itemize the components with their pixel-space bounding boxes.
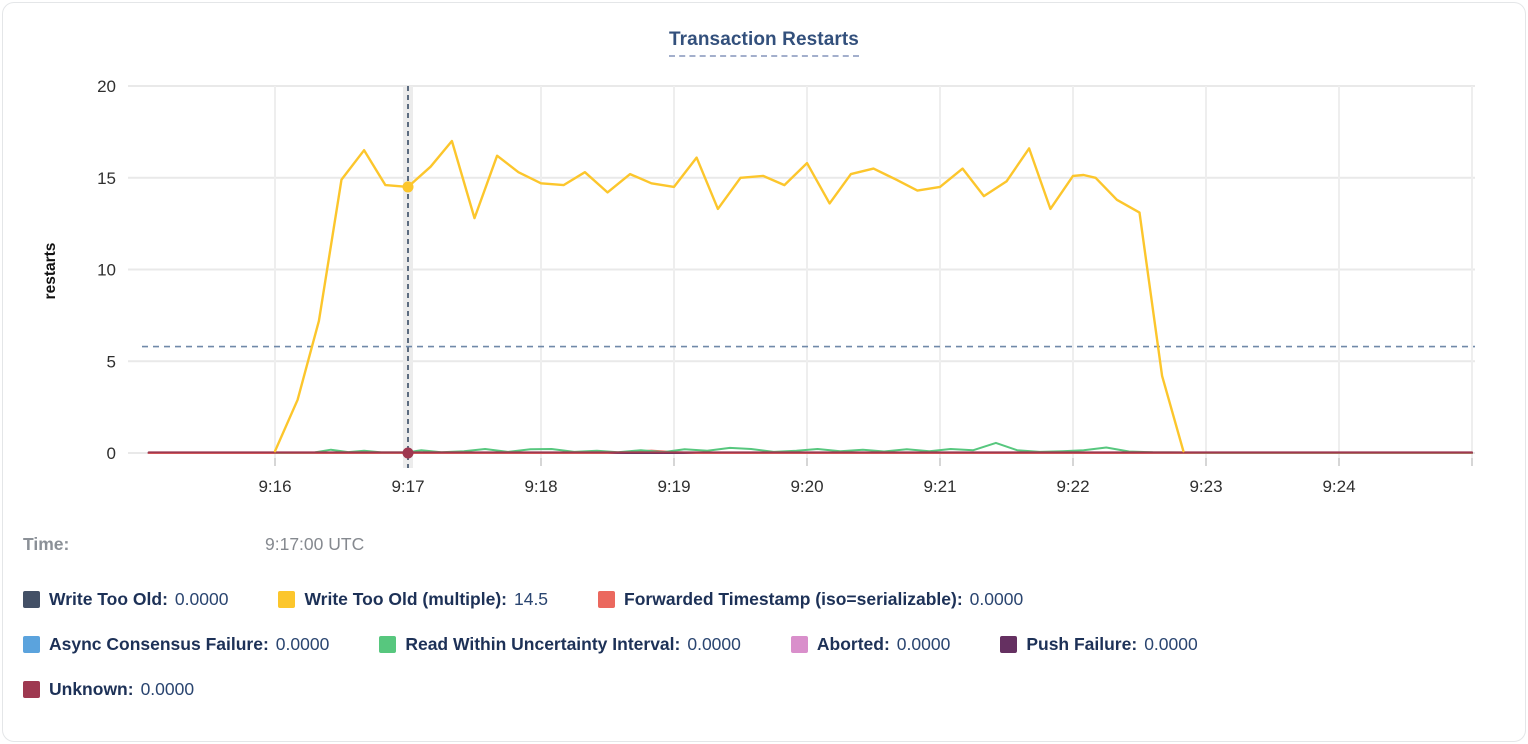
legend-swatch-icon — [379, 636, 397, 653]
legend-swatch-icon — [23, 636, 40, 653]
x-tick-label: 9:16 — [258, 477, 291, 496]
legend-item-label: Write Too Old: — [49, 589, 168, 609]
legend-item-value: 0.0000 — [140, 679, 195, 699]
y-axis-label: restarts — [42, 243, 59, 300]
crosshair-highlight-dot — [402, 181, 414, 193]
legend-swatch-icon — [1000, 636, 1018, 653]
legend-item[interactable]: Forwarded Timestamp (iso=serializable): 0… — [598, 589, 1023, 610]
legend-row: Unknown: 0.0000 — [23, 679, 1507, 700]
y-tick-label: 20 — [97, 77, 116, 96]
series-line-read-within-uncertainty-interval — [274, 441, 1473, 454]
y-tick-label: 0 — [107, 444, 116, 463]
legend-item-value: 0.0000 — [896, 634, 951, 654]
legend-item-label: Forwarded Timestamp (iso=serializable): — [624, 589, 963, 609]
legend-item-label: Aborted: — [816, 634, 890, 654]
x-tick-label: 9:23 — [1189, 477, 1222, 496]
x-tick-label: 9:22 — [1056, 477, 1089, 496]
legend-item[interactable]: Aborted: 0.0000 — [790, 634, 951, 655]
legend-item[interactable]: Async Consensus Failure: 0.0000 — [23, 634, 329, 655]
legend-swatch-icon — [598, 591, 616, 608]
legend-item[interactable]: Write Too Old: 0.0000 — [23, 589, 228, 610]
x-tick-label: 9:20 — [790, 477, 823, 496]
chart-title: Transaction Restarts — [669, 29, 859, 57]
legend-item[interactable]: Unknown: 0.0000 — [23, 679, 194, 700]
legend-item-value: 0.0000 — [174, 589, 229, 609]
chart-legend: Write Too Old: 0.0000 Write Too Old (multi… — [23, 589, 1507, 724]
y-tick-label: 15 — [97, 169, 116, 188]
y-tick-label: 10 — [97, 261, 116, 280]
time-value: 9:17:00 UTC — [265, 534, 365, 554]
legend-item-value: 0.0000 — [1144, 634, 1198, 654]
legend-swatch-icon — [23, 591, 40, 608]
chart-svg[interactable]: 0 5 10 15 20 9:16 9:17 9:18 9:19 9:20 9:21 9:22 9:23… — [3, 3, 1528, 525]
legend-item-label: Push Failure: — [1026, 634, 1138, 654]
legend-item-value: 0.0000 — [275, 634, 330, 654]
legend-swatch-icon — [790, 636, 808, 653]
x-tick-label: 9:24 — [1322, 477, 1355, 496]
legend-item[interactable]: Push Failure: 0.0000 — [1000, 634, 1198, 655]
x-tick-label: 9:17 — [391, 477, 424, 496]
legend-item[interactable]: Read Within Uncertainty Interval: 0.0000 — [379, 634, 741, 655]
time-label: Time: — [23, 534, 70, 554]
crosshair-highlight-dot — [402, 447, 414, 459]
legend-item-value: 0.0000 — [687, 634, 741, 654]
legend-swatch-icon — [23, 681, 40, 698]
legend-item-value: 0.0000 — [969, 589, 1024, 609]
legend-item-label: Read Within Uncertainty Interval: — [405, 634, 681, 654]
series-line-write-too-old-multiple — [273, 139, 1185, 453]
chart-title-wrap: Transaction Restarts — [3, 29, 1525, 57]
legend-row: Async Consensus Failure: 0.0000 Read Withi… — [23, 634, 1507, 655]
legend-swatch-icon — [278, 591, 296, 608]
x-tick-label: 9:21 — [923, 477, 956, 496]
legend-item-label: Async Consensus Failure: — [49, 634, 269, 654]
x-tick-label: 9:19 — [657, 477, 690, 496]
legend-item-label: Write Too Old (multiple): — [304, 589, 507, 609]
legend-row: Write Too Old: 0.0000 Write Too Old (multi… — [23, 589, 1507, 610]
y-tick-label: 5 — [107, 352, 116, 371]
x-tick-label: 9:18 — [524, 477, 557, 496]
legend-item-value: 14.5 — [513, 589, 549, 609]
legend-item-label: Unknown: — [49, 679, 134, 699]
legend-item[interactable]: Write Too Old (multiple): 14.5 — [278, 589, 548, 610]
